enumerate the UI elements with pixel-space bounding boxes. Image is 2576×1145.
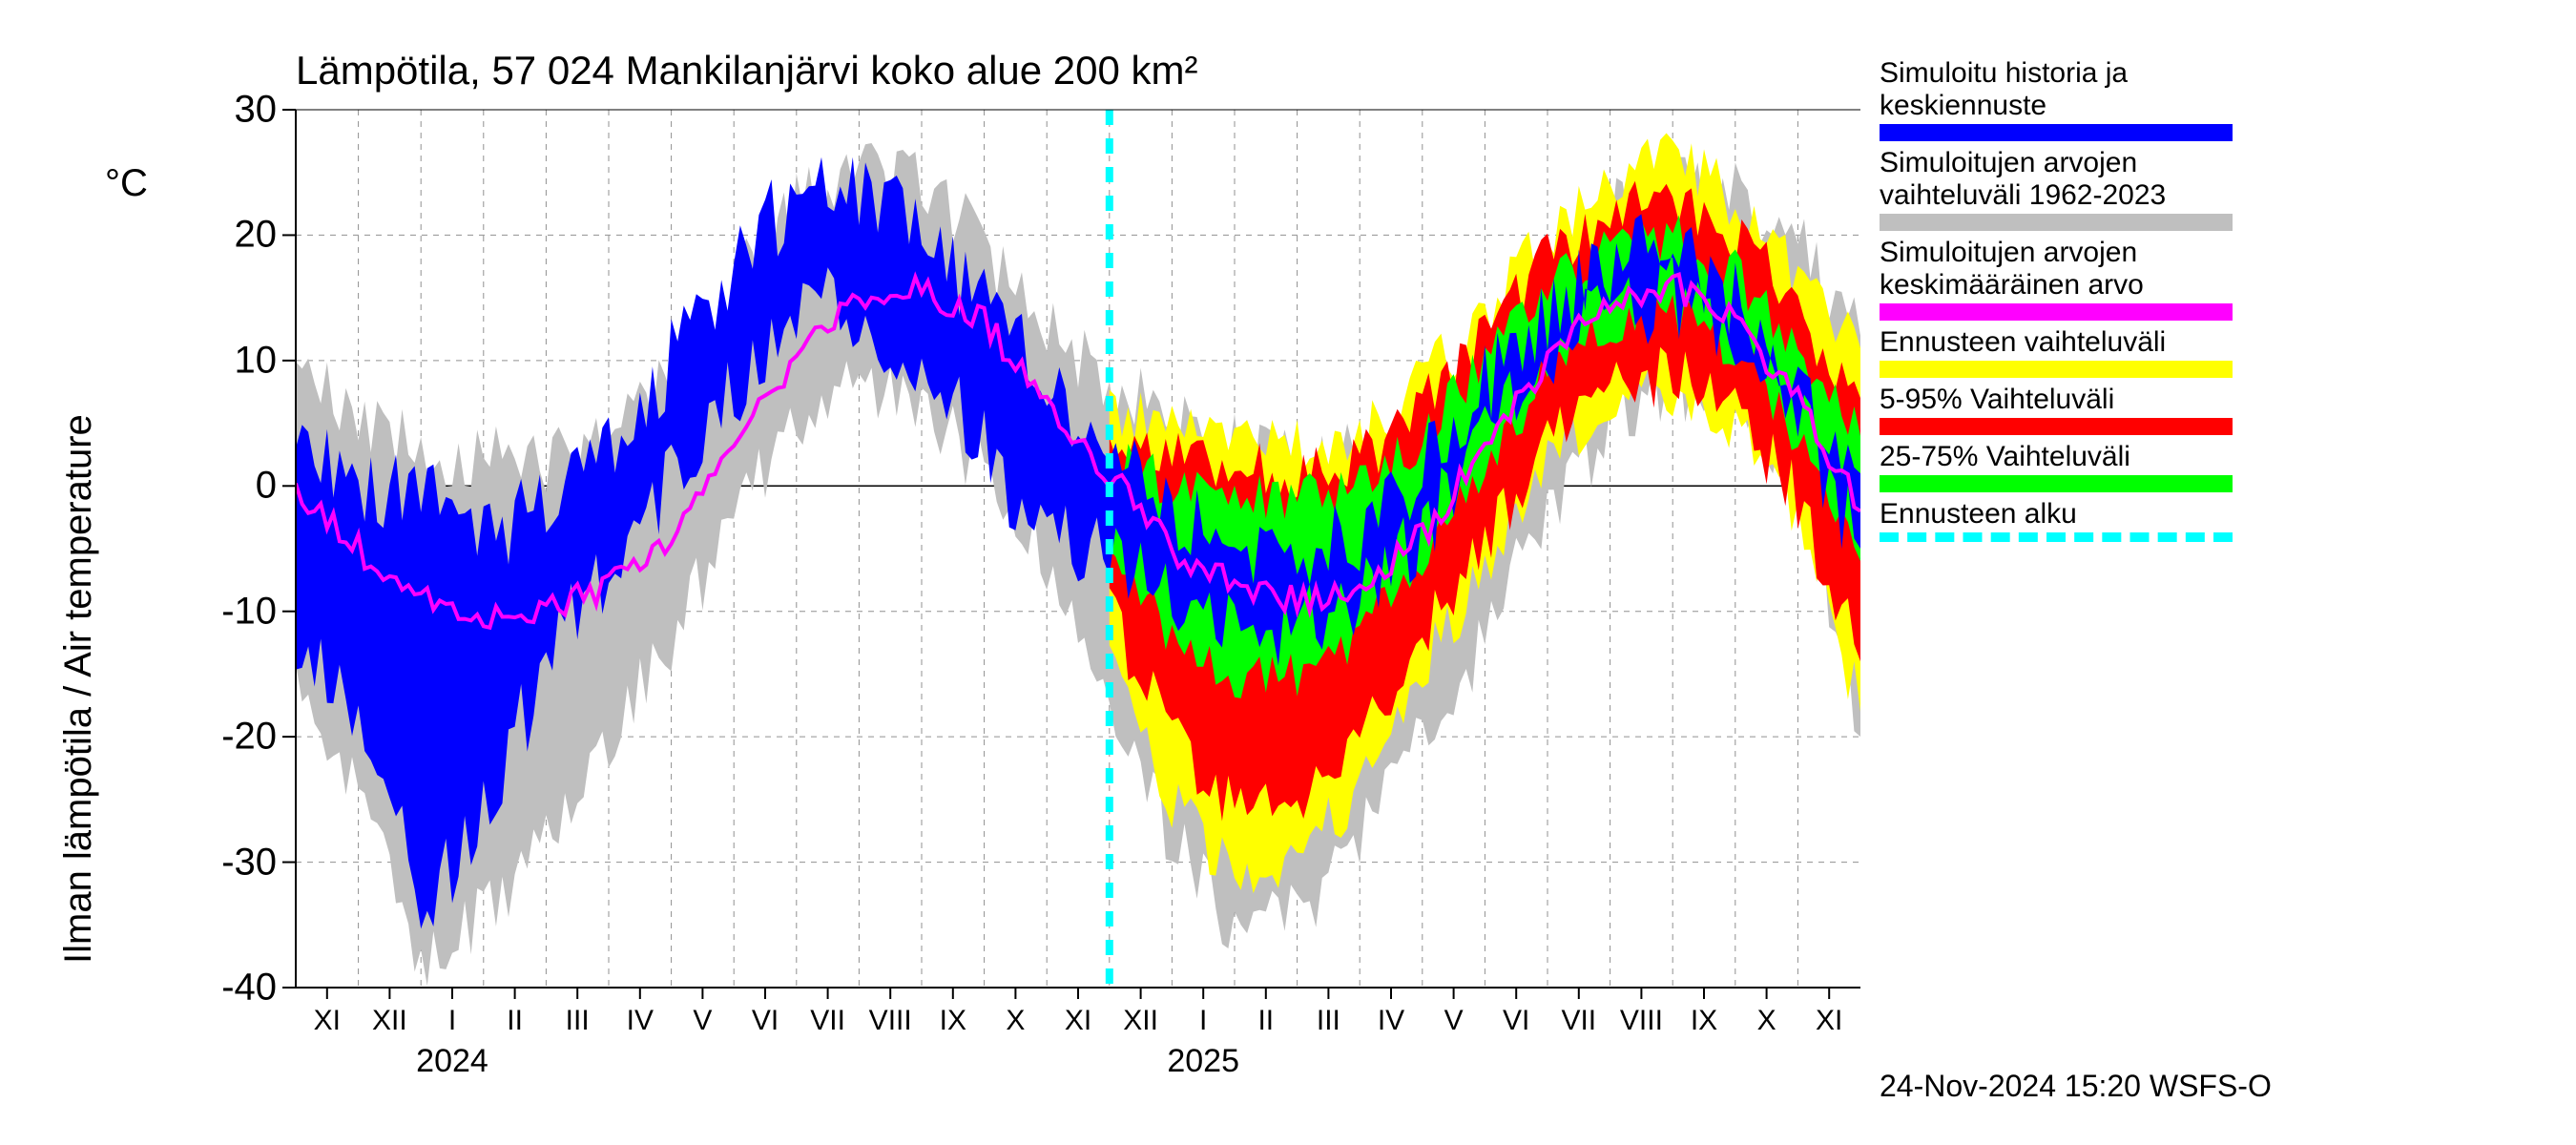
chart-root: Lämpötila, 57 024 Mankilanjärvi koko alu… <box>0 0 2576 1145</box>
chart-svg <box>0 0 2576 1145</box>
